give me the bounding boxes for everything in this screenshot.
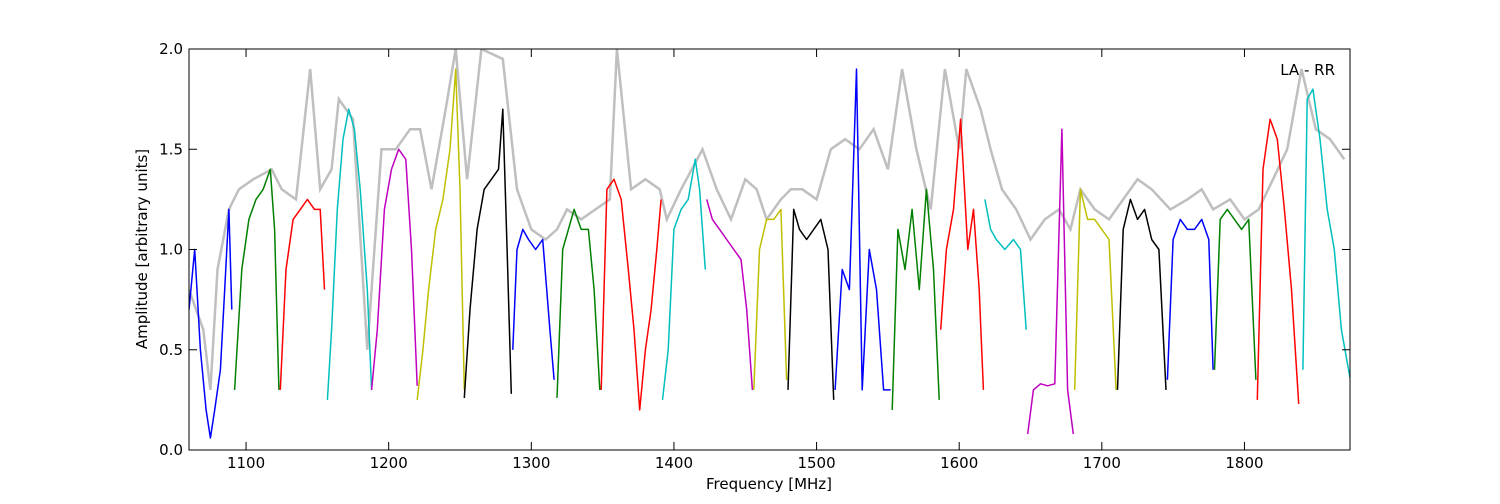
series-line-10 (600, 178, 662, 411)
x-tick-label: 1800 (1225, 454, 1263, 472)
background-trace (189, 49, 1346, 391)
series-line-14 (787, 208, 835, 400)
background-trace-layer (189, 49, 1346, 391)
plot-annotation: LA - RR (1280, 61, 1335, 79)
x-tick-label: 1200 (370, 454, 408, 472)
series-line-16 (891, 188, 940, 410)
x-tick-label: 1700 (1083, 454, 1121, 472)
series-line-24 (1256, 118, 1300, 404)
y-tick-label: 2.0 (159, 40, 183, 58)
x-tick-label: 1100 (227, 454, 265, 472)
series-line-8 (512, 228, 555, 380)
x-tick-label: 1400 (655, 454, 693, 472)
series-line-19 (1026, 128, 1075, 435)
series-line-20 (1073, 188, 1117, 390)
series-layer (189, 68, 1350, 439)
y-tick-label: 0.5 (159, 341, 183, 359)
series-line-13 (753, 208, 788, 390)
series-line-17 (939, 118, 985, 390)
series-line-2 (233, 168, 280, 390)
y-axis-ticks: 0.0 0.5 1.0 1.5 2.0 (159, 40, 1350, 459)
plot-background (189, 49, 1350, 450)
series-line-23 (1213, 208, 1257, 380)
x-tick-label: 1500 (797, 454, 835, 472)
x-tick-label: 1300 (512, 454, 550, 472)
series-line-5 (370, 148, 418, 390)
series-line-15 (834, 68, 891, 391)
x-tick-label: 1600 (940, 454, 978, 472)
series-line-6 (416, 68, 466, 400)
series-line-21 (1116, 198, 1167, 390)
series-line-12 (705, 199, 754, 390)
series-line-4 (326, 108, 373, 400)
x-axis-ticks: 1100 1200 1300 1400 1500 1600 1700 1800 (227, 49, 1264, 472)
series-line-11 (661, 158, 707, 400)
series-line-3 (279, 198, 326, 390)
series-line-1 (189, 208, 233, 439)
series-line-25 (1302, 88, 1350, 378)
x-axis-label: Frequency [MHz] (706, 475, 832, 493)
series-line-22 (1166, 218, 1214, 380)
y-tick-label: 1.5 (159, 140, 183, 158)
y-axis-label: Amplitude [arbitrary units] (133, 149, 151, 349)
y-tick-label: 1.0 (159, 241, 183, 259)
series-line-18 (984, 199, 1027, 330)
y-tick-label: 0.0 (159, 441, 183, 459)
series-line-7 (463, 108, 513, 398)
series-line-9 (556, 208, 601, 398)
